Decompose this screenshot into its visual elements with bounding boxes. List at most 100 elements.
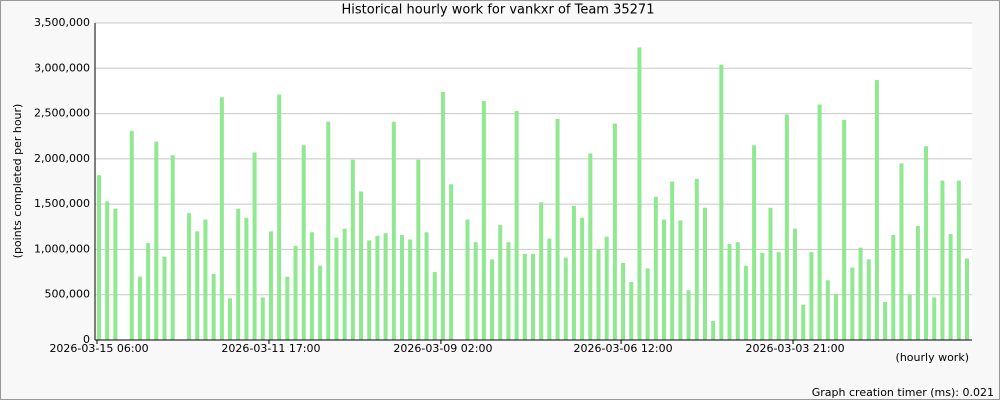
bar <box>293 245 298 340</box>
bar <box>924 146 929 340</box>
bar <box>948 234 953 340</box>
bar <box>678 220 683 340</box>
bar <box>301 145 306 340</box>
bar <box>309 232 314 340</box>
bar <box>563 257 568 340</box>
bar <box>743 265 748 340</box>
x-tick-label: 2026-03-09 02:00 <box>393 342 492 355</box>
bar <box>629 282 634 340</box>
bar <box>268 231 273 340</box>
bar <box>965 258 969 340</box>
bar <box>408 239 413 340</box>
bar <box>531 253 535 340</box>
chart-title: Historical hourly work for vankxr of Tea… <box>342 3 655 18</box>
bar <box>842 119 847 340</box>
bar <box>637 47 642 340</box>
bar <box>940 180 945 340</box>
x-tick-label: 2026-03-15 06:00 <box>49 342 148 355</box>
bar <box>604 236 609 340</box>
bar <box>219 97 224 340</box>
bar <box>891 234 896 340</box>
x-tick-label: 2026-03-11 17:00 <box>221 342 320 355</box>
bar <box>129 130 134 340</box>
bar <box>465 219 470 340</box>
bar <box>440 91 445 340</box>
bar <box>801 304 806 340</box>
bar <box>424 232 429 340</box>
bar <box>391 121 396 340</box>
bar <box>318 265 323 340</box>
bar <box>621 263 626 340</box>
bar <box>97 175 101 340</box>
bar <box>334 237 339 340</box>
bar <box>277 94 282 341</box>
bar <box>915 225 920 340</box>
bar <box>162 256 167 340</box>
bar <box>653 196 658 340</box>
bar <box>883 301 888 340</box>
y-tick-label: 1,500,000 <box>34 197 90 210</box>
bar <box>727 243 732 340</box>
y-tick-label: 3,000,000 <box>34 61 90 74</box>
bar <box>694 178 699 340</box>
bar <box>907 294 912 340</box>
bar <box>735 242 740 340</box>
y-tick-label: 2,500,000 <box>34 107 90 120</box>
bar <box>342 228 347 340</box>
y-axis-label: (points completed per hour) <box>11 104 24 259</box>
bar <box>793 228 798 340</box>
bar <box>809 252 814 340</box>
bar <box>236 208 241 340</box>
bar <box>580 217 585 340</box>
bar <box>113 208 118 340</box>
bar <box>244 217 249 340</box>
bar <box>784 114 789 340</box>
x-axis-label: (hourly work) <box>896 351 969 364</box>
bar <box>375 235 380 340</box>
bar <box>612 123 617 340</box>
bar <box>506 242 511 340</box>
bar <box>449 184 454 340</box>
y-tick-label: 2,000,000 <box>34 152 90 165</box>
x-tick-label: 2026-03-06 12:00 <box>574 342 673 355</box>
bar <box>571 205 576 340</box>
bar <box>817 104 822 340</box>
bar <box>686 290 691 340</box>
bar <box>187 213 192 340</box>
bar <box>473 242 478 340</box>
y-tick-label: 500,000 <box>45 288 91 301</box>
bar <box>833 293 838 340</box>
bar <box>874 80 879 340</box>
bar <box>866 259 871 340</box>
bar <box>399 234 404 340</box>
x-tick-label: 2026-03-03 21:00 <box>745 342 844 355</box>
bar <box>850 267 855 340</box>
bar <box>383 233 388 340</box>
bar <box>359 191 364 340</box>
bar <box>146 243 151 340</box>
bar <box>367 240 372 340</box>
bar <box>899 163 904 340</box>
footer: Graph creation timer (ms): 0.021 <box>812 386 994 399</box>
bar <box>170 155 175 340</box>
bar <box>702 207 707 340</box>
bar <box>432 272 437 340</box>
bar <box>932 297 937 340</box>
bar <box>228 298 233 340</box>
bar <box>596 249 601 340</box>
bar <box>211 273 216 340</box>
bar <box>514 110 519 341</box>
bar <box>326 121 331 340</box>
bar <box>956 180 961 340</box>
bar <box>760 253 765 340</box>
bar <box>588 153 593 340</box>
bar <box>154 141 159 340</box>
bar <box>825 280 830 340</box>
bar <box>490 259 495 340</box>
bar <box>416 159 421 340</box>
bar <box>539 202 544 340</box>
bar <box>498 224 503 340</box>
bar <box>768 207 773 340</box>
bar <box>547 238 552 340</box>
